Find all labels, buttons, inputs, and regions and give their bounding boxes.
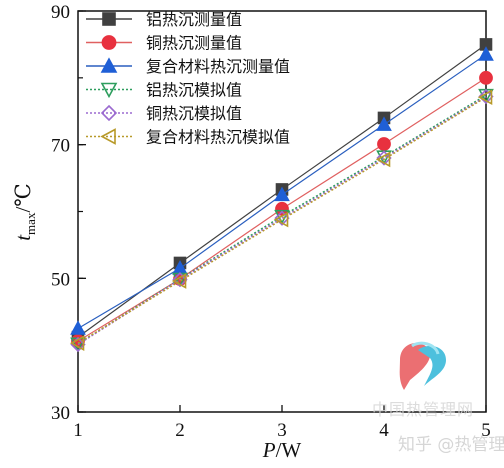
x-tick-label: 4 (379, 420, 389, 441)
data-point-triangle-up (478, 46, 494, 61)
legend-item: 铜热沉模拟值 (86, 104, 242, 123)
watermark-logo (399, 341, 446, 390)
legend-label: 铜热沉测量值 (146, 34, 242, 53)
y-axis: 30 50 70 90 (51, 2, 86, 424)
x-tick-label: 3 (277, 420, 287, 441)
legend: 铝热沉测量值铜热沉测量值复合材料热沉测量值铝热沉模拟值铜热沉模拟值复合材料热沉模… (86, 10, 290, 147)
x-axis-unit: /W (276, 438, 302, 462)
x-tick-label: 5 (481, 420, 491, 441)
y-tick-label: 30 (51, 403, 70, 424)
data-point-square (102, 12, 116, 26)
x-tick-label: 2 (175, 420, 185, 441)
y-axis-var: t (11, 234, 35, 241)
legend-label: 铝热沉模拟值 (146, 81, 242, 100)
legend-item: 铜热沉测量值 (86, 34, 242, 53)
data-point-diamond (478, 88, 494, 105)
y-axis-unit: /℃ (11, 183, 35, 212)
data-point-triangle-down (100, 82, 118, 99)
legend-label: 铜热沉模拟值 (146, 104, 242, 123)
series-3 (70, 46, 494, 335)
y-tick-label: 50 (51, 269, 70, 290)
legend-label: 铝热沉测量值 (146, 10, 242, 29)
data-point-diamond (172, 272, 188, 288)
data-point-triangle-left (273, 211, 289, 228)
y-tick-label: 90 (51, 2, 70, 23)
x-axis: 1 2 3 4 5 (73, 405, 491, 441)
data-point-diamond (274, 210, 290, 226)
watermark: 中国热管理网 知乎 @热管理 (372, 341, 504, 455)
data-point-triangle-up (376, 116, 392, 131)
watermark-line2: 知乎 @热管理 (398, 435, 504, 455)
data-point-triangle-left (375, 151, 391, 168)
legend-label: 复合材料热沉测量值 (146, 57, 290, 76)
data-point-triangle-up (70, 320, 86, 335)
series-line (77, 95, 487, 346)
data-point-triangle-left (171, 273, 187, 289)
data-point-circle (479, 70, 493, 85)
series-line (77, 96, 487, 344)
watermark-line1: 中国热管理网 (372, 400, 474, 419)
x-axis-var: P (262, 438, 276, 462)
data-point-diamond (376, 150, 392, 166)
legend-label: 复合材料热沉模拟值 (146, 128, 290, 147)
data-point-triangle-up (274, 186, 290, 202)
y-tick-label: 70 (51, 136, 70, 157)
data-point-triangle-left (100, 128, 116, 145)
series-2 (71, 70, 493, 349)
data-point-triangle-left (69, 335, 85, 352)
series-6 (69, 89, 493, 352)
y-axis-sub: max (23, 212, 38, 235)
series-5 (70, 88, 494, 353)
y-axis-title: tmax/℃ (11, 183, 38, 241)
data-point-circle (377, 137, 391, 151)
data-point-circle (101, 35, 117, 50)
legend-item: 复合材料热沉模拟值 (86, 128, 290, 147)
legend-item: 铝热沉测量值 (86, 10, 242, 29)
data-point-diamond (100, 104, 118, 122)
legend-item: 铝热沉模拟值 (86, 81, 242, 100)
x-axis-title: P/W (262, 438, 302, 462)
data-point-circle (275, 201, 289, 216)
legend-item: 复合材料热沉测量值 (86, 57, 290, 76)
data-point-triangle-left (477, 89, 493, 106)
x-tick-label: 1 (73, 420, 83, 441)
data-point-triangle-up (100, 57, 118, 73)
series-layer (69, 38, 494, 353)
